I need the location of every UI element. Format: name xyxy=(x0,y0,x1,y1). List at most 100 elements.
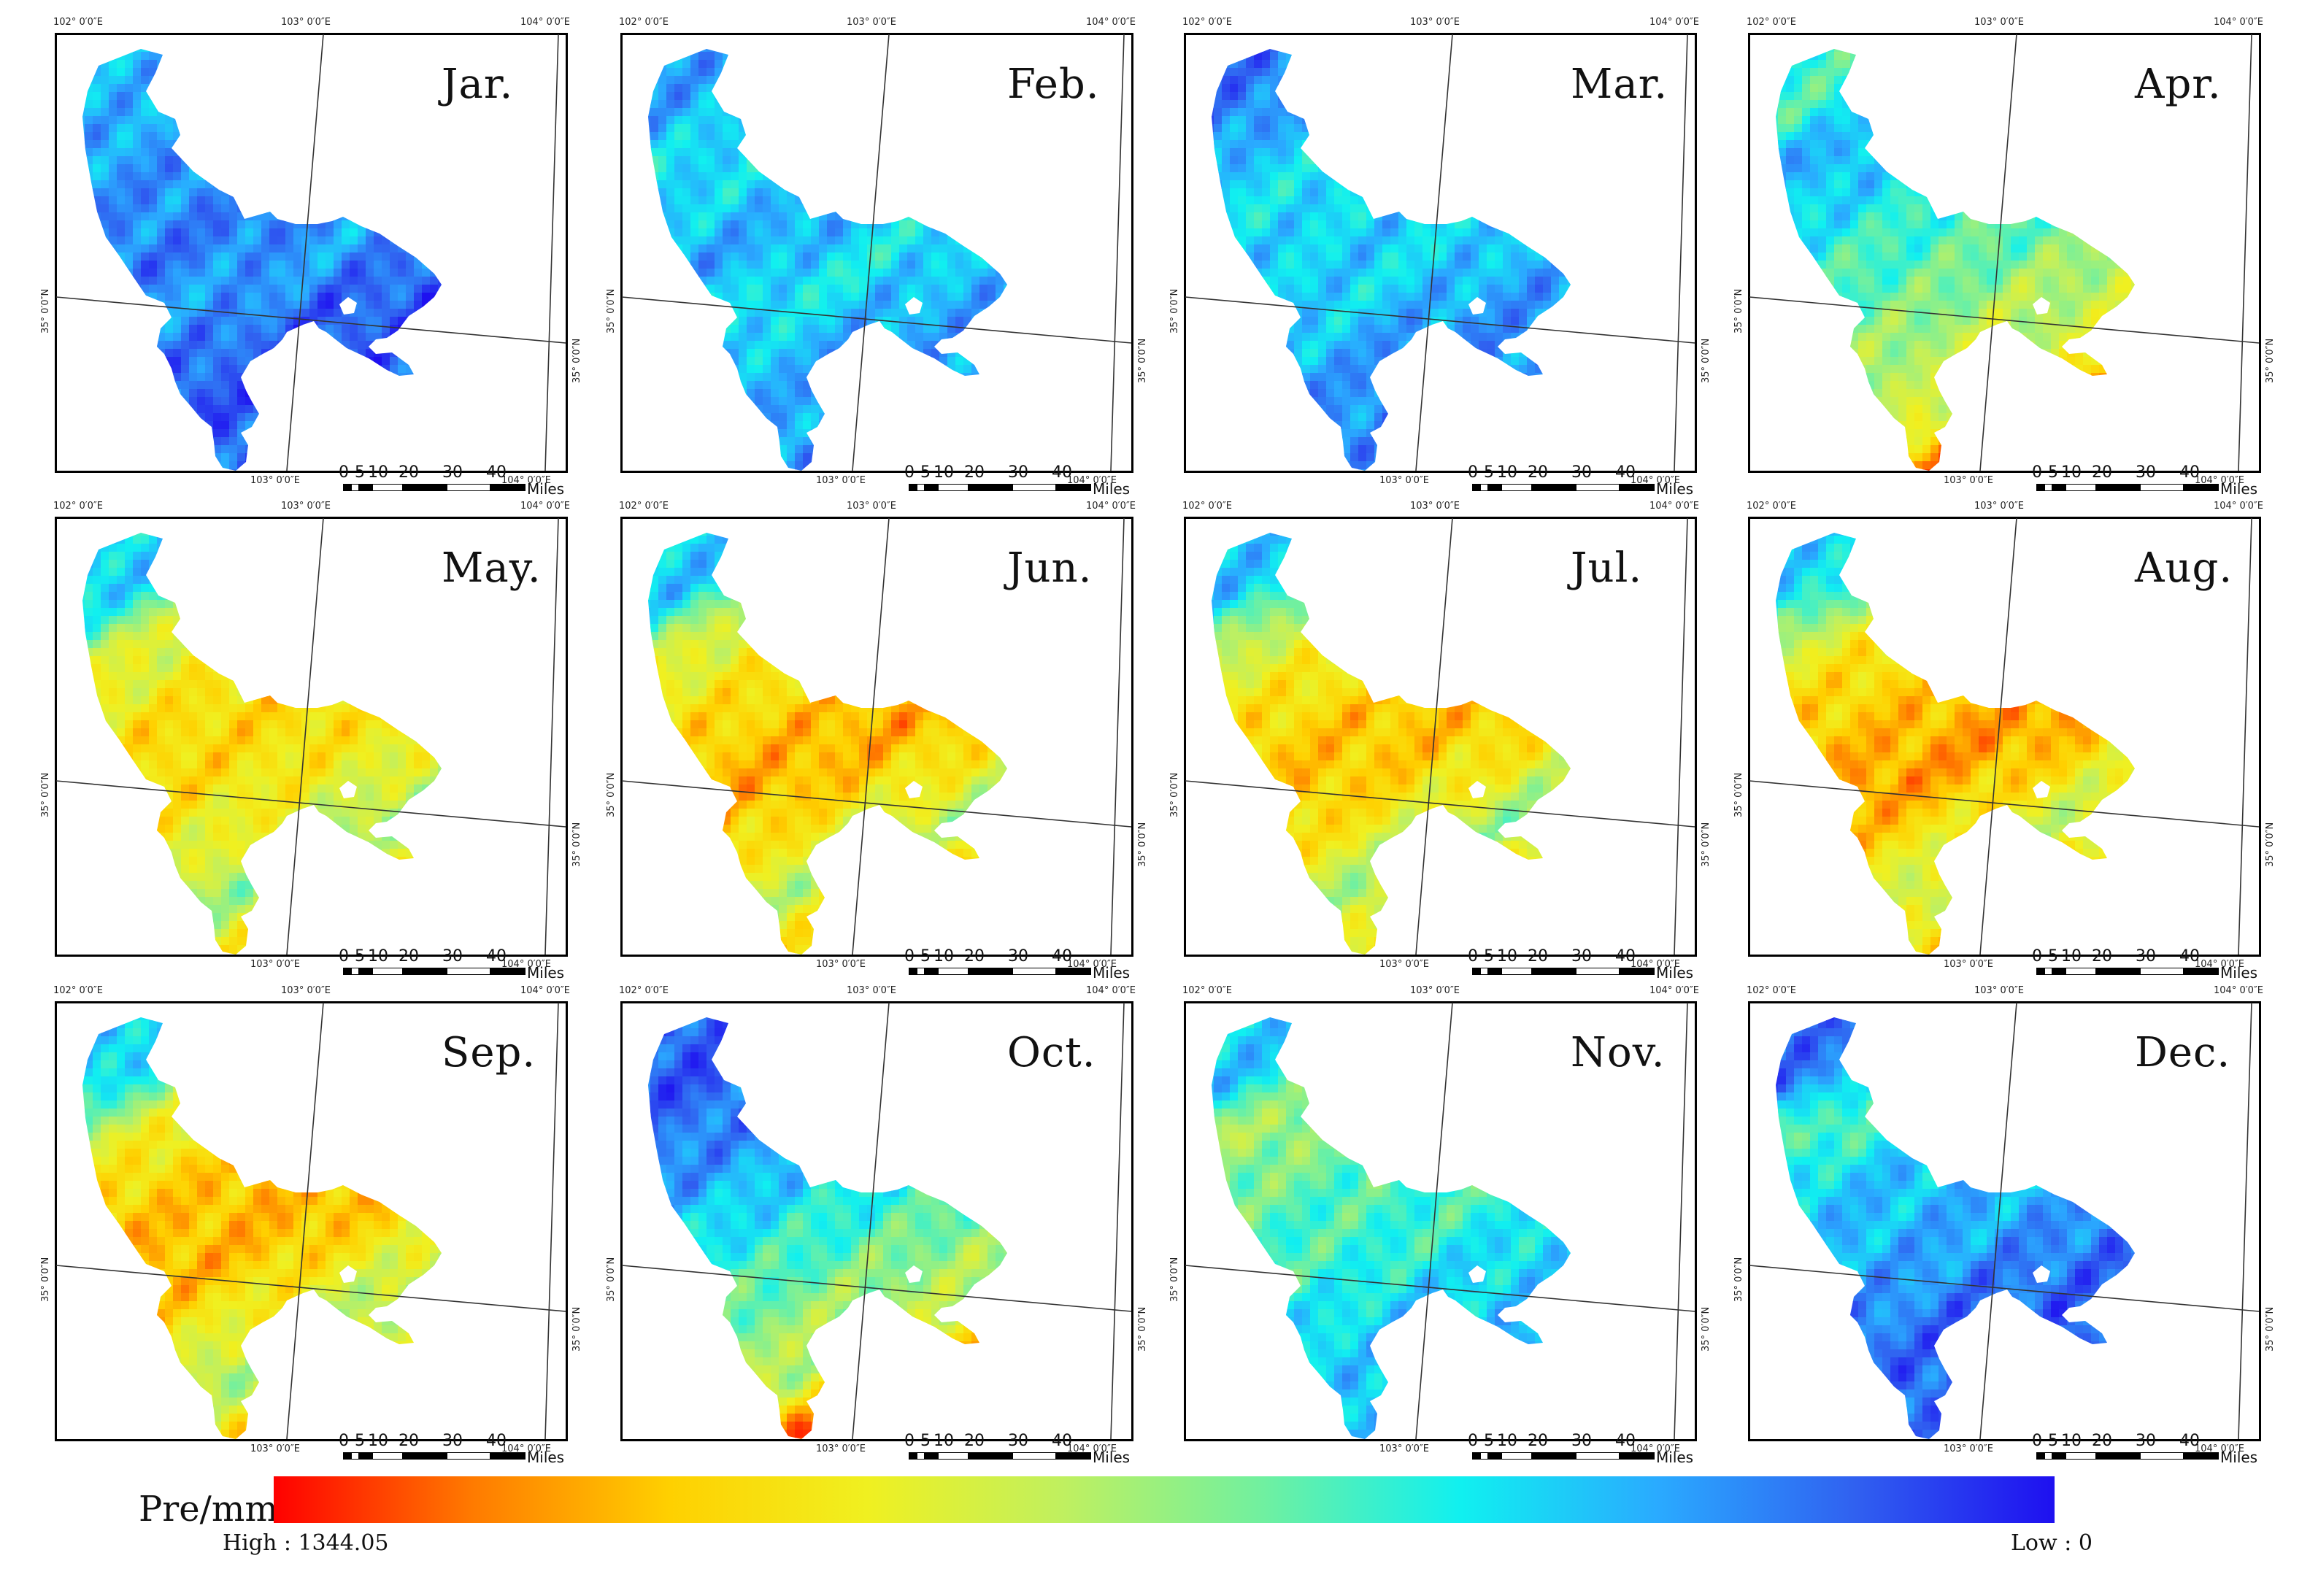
scale-bar-segment xyxy=(1012,484,1056,491)
scale-tick-label: 0 xyxy=(339,1432,349,1450)
lon-label-104-bottom: 104° 0′0″E xyxy=(501,1443,551,1454)
lon-label-104-top: 104° 0′0″E xyxy=(2214,17,2263,28)
latitude-line xyxy=(1185,780,1695,828)
scale-tick-label: 20 xyxy=(964,463,985,482)
lon-label-103-bottom: 103° 0′0″E xyxy=(1944,475,1993,486)
scale-bar-segment xyxy=(909,1452,917,1460)
scale-tick-label: 30 xyxy=(442,1432,463,1450)
scale-bar-segment xyxy=(2052,1452,2065,1460)
scale-bar-segment xyxy=(1532,968,1576,975)
scale-tick-label: 10 xyxy=(933,947,954,965)
lon-label-104-top: 104° 0′0″E xyxy=(520,17,570,28)
scale-unit: Miles xyxy=(2220,964,2257,982)
lon-label-103-top: 103° 0′0″E xyxy=(847,985,896,996)
month-label: Aug. xyxy=(2135,544,2233,592)
lon-label-103-bottom: 103° 0′0″E xyxy=(1379,1443,1429,1454)
map-frame xyxy=(55,517,568,957)
lon-label-104-bottom: 104° 0′0″E xyxy=(1067,959,1117,970)
scale-bar-segment xyxy=(917,1452,925,1460)
scale-bar-segment xyxy=(2044,968,2052,975)
lat-label-left: 35° 0′0″N xyxy=(1169,1257,1180,1302)
scale-unit: Miles xyxy=(1656,480,1693,498)
scale-bar-segment xyxy=(1472,484,1480,491)
scale-bar-segment xyxy=(1620,484,1655,491)
scale-bar-segment xyxy=(359,968,372,975)
latitude-line xyxy=(621,1265,1132,1312)
scale-tick-label: 10 xyxy=(1497,1432,1517,1450)
lon-label-103-top: 103° 0′0″E xyxy=(1974,501,2024,512)
scale-tick-label: 20 xyxy=(399,947,419,965)
scale-tick-label: 0 xyxy=(2032,947,2042,965)
lat-label-right: 35° 0′0″N xyxy=(1701,822,1712,867)
lat-label-left: 35° 0′0″N xyxy=(40,1257,51,1302)
lon-label-103-bottom: 103° 0′0″E xyxy=(816,1443,866,1454)
scale-bar-segment xyxy=(1480,1452,1488,1460)
scale-bar: 0 5 10 20 30 40 Miles xyxy=(339,1432,591,1466)
scale-bar-segment xyxy=(372,968,403,975)
lat-label-left: 35° 0′0″N xyxy=(1169,773,1180,817)
lon-label-103-bottom: 103° 0′0″E xyxy=(1944,959,1993,970)
map-frame xyxy=(1184,517,1697,957)
scale-tick-label: 5 xyxy=(1484,463,1494,482)
scale-unit: Miles xyxy=(1093,1449,1130,1466)
longitude-line-104 xyxy=(544,1002,559,1440)
longitude-line-103 xyxy=(1415,517,1453,955)
scale-bar-segment xyxy=(351,484,359,491)
longitude-line-104 xyxy=(1110,517,1125,955)
scale-bar-segment xyxy=(372,484,403,491)
lon-label-104-top: 104° 0′0″E xyxy=(520,985,570,996)
lake xyxy=(905,1265,923,1283)
lon-label-102: 102° 0′0″E xyxy=(619,985,669,996)
lat-label-right: 35° 0′0″N xyxy=(2265,1307,2276,1352)
scale-bar-segment xyxy=(1576,484,1620,491)
lat-label-left: 35° 0′0″N xyxy=(40,773,51,817)
latitude-line xyxy=(1185,296,1695,344)
scale-bar: 0 5 10 20 30 40 Miles xyxy=(2032,1432,2284,1466)
map-frame xyxy=(620,1001,1133,1441)
month-label: Sep. xyxy=(442,1029,536,1076)
scale-bar-segment xyxy=(343,1452,351,1460)
lon-label-102: 102° 0′0″E xyxy=(1182,17,1232,28)
scale-tick-label: 10 xyxy=(933,1432,954,1450)
lon-label-102: 102° 0′0″E xyxy=(1182,985,1232,996)
scale-bar-segment xyxy=(925,484,938,491)
lat-label-left: 35° 0′0″N xyxy=(606,773,617,817)
scale-bar-segment xyxy=(403,1452,447,1460)
lon-label-103-top: 103° 0′0″E xyxy=(847,17,896,28)
scale-tick-label: 10 xyxy=(368,463,388,482)
scale-unit: Miles xyxy=(2220,1449,2257,1466)
scale-bar-segment xyxy=(1501,968,1532,975)
lat-label-left: 35° 0′0″N xyxy=(40,289,51,334)
lon-label-103-bottom: 103° 0′0″E xyxy=(816,959,866,970)
scale-tick-label: 30 xyxy=(2136,463,2156,482)
scale-bar-segment xyxy=(909,484,917,491)
lon-label-103-top: 103° 0′0″E xyxy=(281,17,331,28)
lake xyxy=(1468,297,1486,315)
map-panel: Sep. 102° 0′0″E 103° 0′0″E 104° 0′0″E 103° 0… xyxy=(40,985,609,1468)
latitude-line xyxy=(55,1265,566,1312)
lon-label-103-top: 103° 0′0″E xyxy=(847,501,896,512)
scale-bar-segment xyxy=(1488,968,1501,975)
map-frame xyxy=(1748,1001,2261,1441)
lat-label-right: 35° 0′0″N xyxy=(571,1307,582,1352)
lat-label-right: 35° 0′0″N xyxy=(1137,339,1148,383)
scale-unit: Miles xyxy=(2220,480,2257,498)
lon-label-104-top: 104° 0′0″E xyxy=(2214,985,2263,996)
month-label: Jun. xyxy=(1007,544,1092,592)
lon-label-103-top: 103° 0′0″E xyxy=(1974,17,2024,28)
lon-label-104-bottom: 104° 0′0″E xyxy=(1067,475,1117,486)
scale-bar: 0 5 10 20 30 40 Miles xyxy=(339,947,591,982)
lat-label-left: 35° 0′0″N xyxy=(1733,773,1744,817)
lon-label-102: 102° 0′0″E xyxy=(1747,17,1796,28)
map-frame xyxy=(55,1001,568,1441)
lake xyxy=(339,1265,357,1283)
lon-label-103-bottom: 103° 0′0″E xyxy=(1944,1443,1993,1454)
scale-tick-label: 5 xyxy=(920,947,931,965)
scale-tick-label: 40 xyxy=(486,1432,507,1450)
lon-label-104-bottom: 104° 0′0″E xyxy=(2195,475,2244,486)
lat-label-right: 35° 0′0″N xyxy=(571,339,582,383)
scale-tick-label: 5 xyxy=(1484,1432,1494,1450)
month-label: Nov. xyxy=(1571,1029,1666,1076)
scale-bar-segment xyxy=(2096,968,2140,975)
scale-bar-segment xyxy=(1488,484,1501,491)
